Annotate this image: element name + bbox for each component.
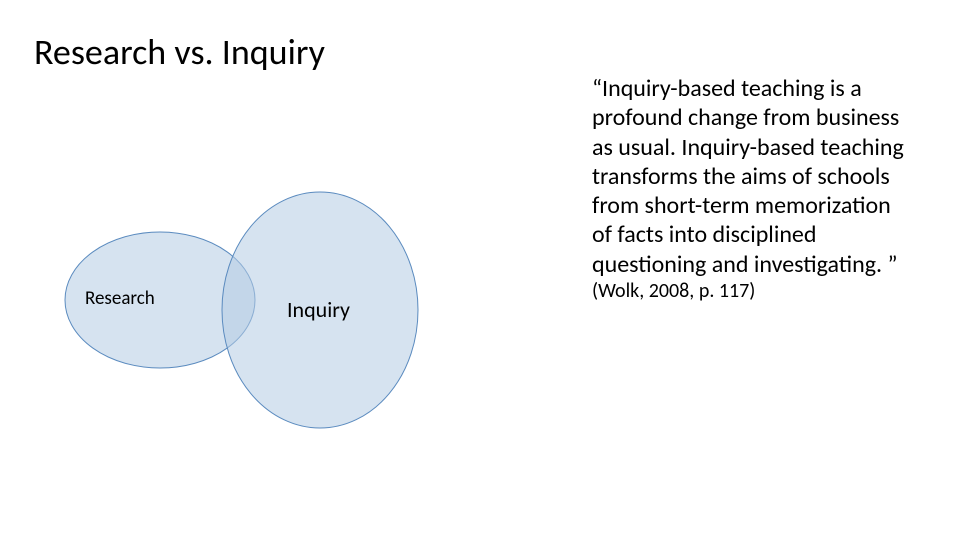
- venn-svg: [25, 180, 445, 440]
- quote-citation: (Wolk, 2008, p. 117): [592, 279, 755, 303]
- venn-label-research: Research: [85, 287, 155, 310]
- slide: Research vs. Inquiry Research Inquiry “I…: [0, 0, 960, 540]
- venn-label-inquiry: Inquiry: [287, 296, 350, 323]
- quote-text: “Inquiry-based teaching is a profound ch…: [592, 74, 904, 279]
- slide-title: Research vs. Inquiry: [34, 30, 325, 74]
- venn-diagram: Research Inquiry: [25, 180, 445, 440]
- quote-block: “Inquiry-based teaching is a profound ch…: [592, 74, 912, 303]
